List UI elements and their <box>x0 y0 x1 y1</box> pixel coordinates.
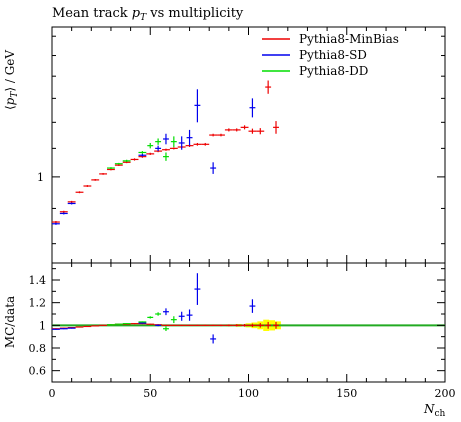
chart-title: Mean track pT vs multiplicity <box>52 6 244 23</box>
main-y-tick-label: 1 <box>37 171 44 184</box>
ratio-y-axis-title: MC/data <box>3 296 17 348</box>
x-tick-label: 200 <box>435 387 456 400</box>
legend-label: Pythia8-DD <box>299 64 368 78</box>
main-plot-frame <box>51 26 446 264</box>
main-y-axis-title: ⟨pT⟩ / GeV <box>3 50 20 110</box>
legend: Pythia8-MinBias Pythia8-SD Pythia8-DD <box>262 32 399 78</box>
legend-label: Pythia8-MinBias <box>299 32 399 46</box>
ratio-y-tick-label: 1 <box>39 319 46 332</box>
x-axis: 0 50 100 150 200 <box>49 27 456 400</box>
ratio-y-tick-label: 1.2 <box>29 297 47 310</box>
x-axis-title: Nch <box>423 402 446 419</box>
x-tick-label: 100 <box>238 387 259 400</box>
legend-label: Pythia8-SD <box>299 48 367 62</box>
x-tick-label: 150 <box>336 387 357 400</box>
main-panel: 1 ⟨pT⟩ / GeV Pythia8-MinBiasPythia8-SDPy… <box>3 26 446 264</box>
x-tick-label: 0 <box>49 387 56 400</box>
ratio-y-tick-label: 1.4 <box>29 274 47 287</box>
x-tick-label: 50 <box>143 387 157 400</box>
ratio-panel: 0.6 0.8 1 1.2 1.4 MC/data <box>3 262 446 383</box>
ratio-y-tick-label: 0.8 <box>29 342 47 355</box>
ratio-y-tick-label: 0.6 <box>29 365 47 378</box>
ratio-plot-frame <box>51 262 446 383</box>
